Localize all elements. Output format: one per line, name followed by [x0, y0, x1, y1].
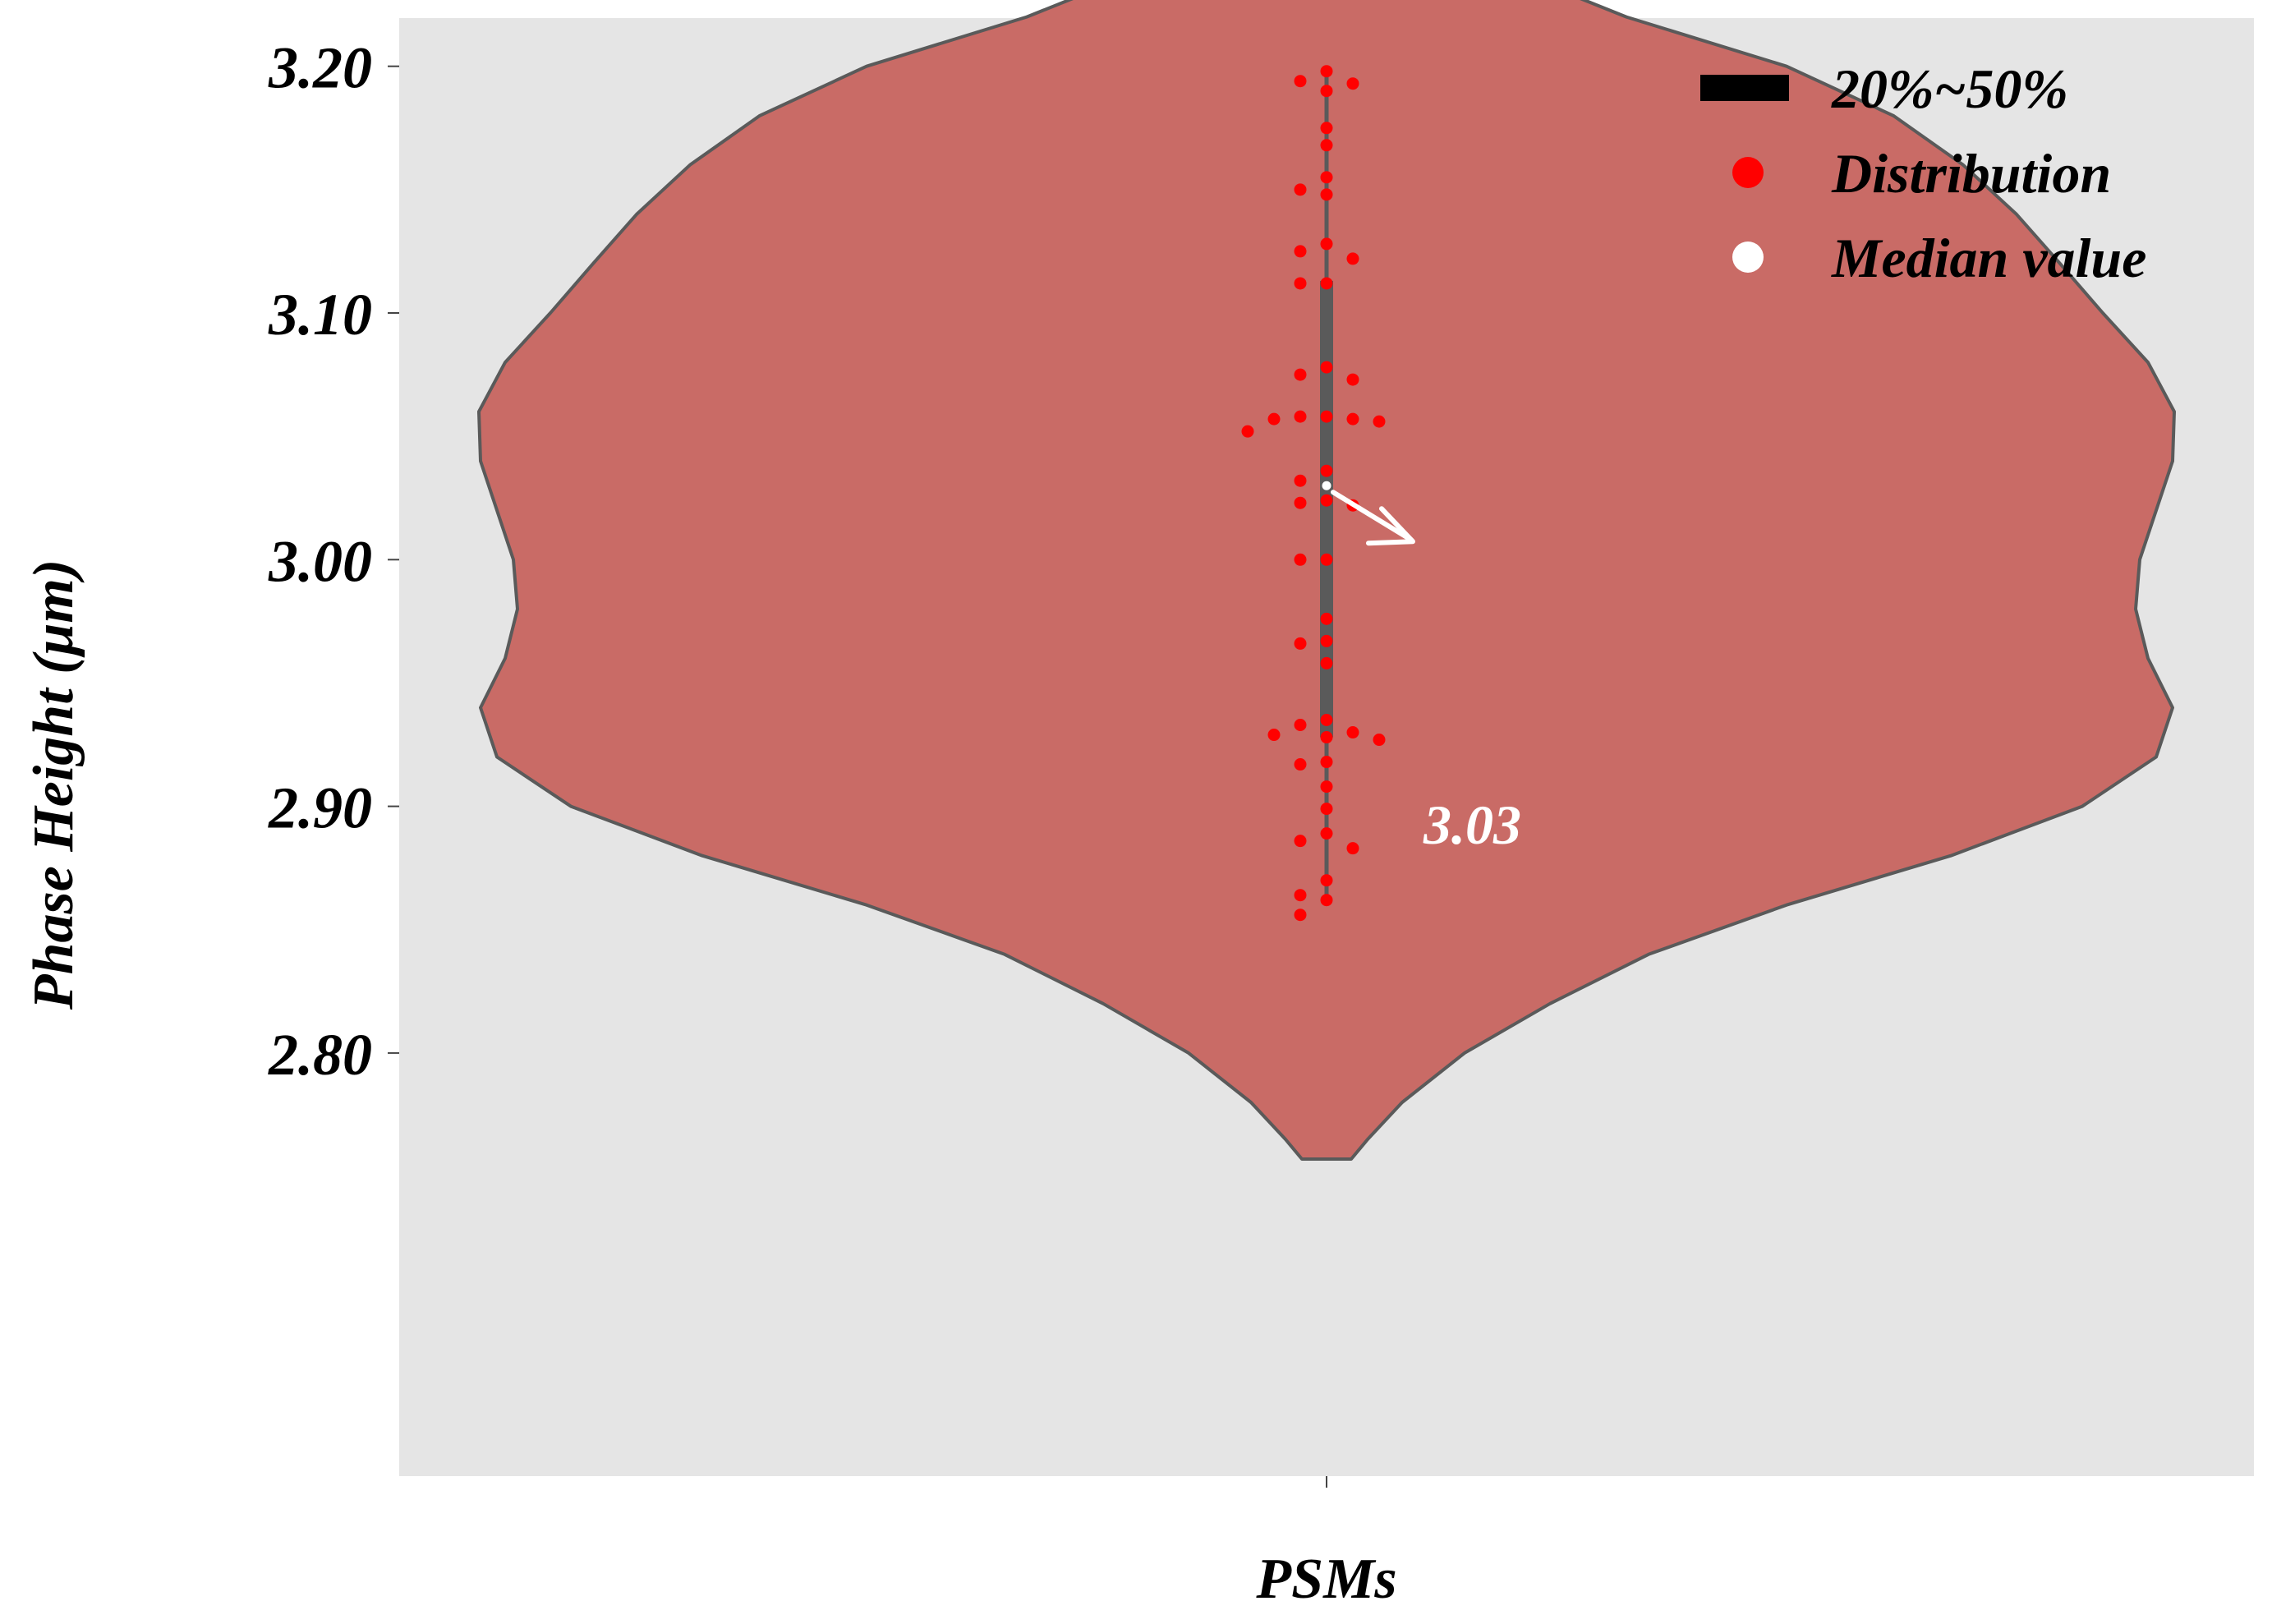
- distribution-point: [1320, 85, 1333, 98]
- distribution-point: [1294, 410, 1307, 423]
- distribution-point: [1373, 734, 1386, 747]
- distribution-point: [1294, 637, 1307, 650]
- legend-marker-median: [1732, 242, 1764, 273]
- distribution-point: [1320, 122, 1333, 135]
- distribution-point: [1320, 361, 1333, 374]
- legend: 20%~50% Distribution Median value: [1700, 58, 2146, 289]
- distribution-point: [1320, 827, 1333, 840]
- distribution-point: [1320, 65, 1333, 78]
- distribution-point: [1267, 729, 1281, 742]
- distribution-point: [1294, 496, 1307, 509]
- median-arrow-head: [1366, 506, 1415, 546]
- distribution-point: [1294, 474, 1307, 487]
- distribution-point: [1320, 731, 1333, 744]
- distribution-point: [1320, 780, 1333, 794]
- distribution-point: [1294, 835, 1307, 848]
- distribution-point: [1320, 237, 1333, 251]
- legend-label: Median value: [1831, 227, 2146, 289]
- distribution-point: [1320, 494, 1333, 507]
- distribution-point: [1294, 909, 1307, 922]
- distribution-point: [1320, 874, 1333, 887]
- distribution-point: [1294, 277, 1307, 290]
- distribution-point: [1294, 553, 1307, 566]
- distribution-point: [1320, 634, 1333, 647]
- median-point: [1322, 481, 1331, 490]
- y-tick-label: 3.00: [268, 528, 372, 594]
- distribution-point: [1320, 803, 1333, 816]
- x-axis-label: PSMs: [1255, 1548, 1396, 1611]
- y-tick-label: 2.90: [268, 775, 372, 841]
- distribution-point: [1320, 656, 1333, 669]
- y-tick-label: 2.80: [268, 1022, 372, 1088]
- distribution-point: [1346, 842, 1359, 855]
- distribution-point: [1320, 756, 1333, 769]
- distribution-point: [1294, 245, 1307, 258]
- distribution-point: [1320, 612, 1333, 625]
- distribution-point: [1320, 277, 1333, 290]
- median-value-label: 3.03: [1423, 794, 1521, 856]
- distribution-point: [1320, 713, 1333, 726]
- y-tick-label: 3.10: [268, 282, 372, 347]
- y-axis: 2.802.903.003.103.203.30: [268, 35, 399, 1088]
- distribution-point: [1294, 75, 1307, 88]
- y-tick-label: 3.20: [268, 35, 372, 101]
- distribution-point: [1346, 726, 1359, 739]
- legend-label: Distribution: [1831, 142, 2111, 205]
- median-arrow-shaft: [1331, 490, 1414, 543]
- points-layer: [1241, 65, 1386, 922]
- distribution-point: [1320, 171, 1333, 184]
- distribution-point: [1267, 412, 1281, 426]
- distribution-point: [1320, 410, 1333, 423]
- distribution-point: [1320, 139, 1333, 152]
- distribution-point: [1294, 719, 1307, 732]
- distribution-point: [1320, 553, 1333, 566]
- legend-marker-distribution: [1732, 157, 1764, 188]
- legend-marker-box: [1700, 75, 1789, 101]
- distribution-point: [1241, 425, 1254, 438]
- distribution-point: [1346, 77, 1359, 90]
- distribution-point: [1346, 373, 1359, 386]
- median-layer: 3.03: [1322, 481, 1521, 856]
- distribution-point: [1320, 464, 1333, 477]
- distribution-point: [1294, 889, 1307, 902]
- distribution-point: [1373, 415, 1386, 428]
- distribution-point: [1320, 188, 1333, 201]
- distribution-point: [1346, 412, 1359, 426]
- distribution-point: [1294, 758, 1307, 771]
- distribution-point: [1294, 183, 1307, 196]
- legend-label: 20%~50%: [1831, 58, 2068, 120]
- distribution-point: [1346, 252, 1359, 265]
- distribution-point: [1294, 368, 1307, 381]
- distribution-point: [1320, 894, 1333, 907]
- y-axis-label: Phase Height (μm): [22, 559, 85, 1010]
